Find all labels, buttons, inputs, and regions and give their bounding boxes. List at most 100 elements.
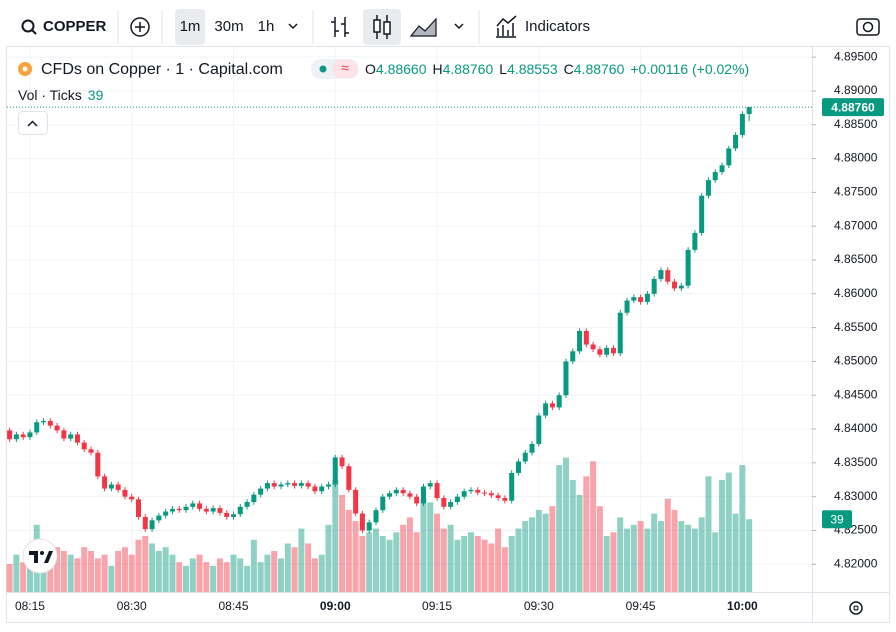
candle-body — [529, 443, 535, 453]
candles-selected-bg — [363, 9, 401, 45]
volume-bar — [481, 539, 488, 592]
volume-bar — [149, 543, 156, 592]
indicators-icon[interactable] — [496, 15, 517, 38]
volume-bar — [413, 532, 420, 592]
volume-bar — [6, 564, 13, 592]
volume-bar — [637, 521, 644, 592]
candle-body — [271, 483, 277, 487]
candle-body — [258, 488, 264, 495]
settings — [849, 601, 863, 615]
settings-button[interactable] — [849, 601, 863, 615]
volume-bar — [244, 565, 251, 592]
candle-body — [353, 489, 359, 514]
candle-body — [685, 249, 691, 286]
volume-bar — [617, 517, 624, 592]
volume-bar — [155, 550, 162, 592]
volume-bar — [495, 528, 502, 592]
ohlc-key: C — [564, 61, 574, 77]
candle-body — [739, 113, 745, 135]
toolbar: COPPER 1m 30m 1h Indicators — [21, 9, 880, 45]
candle-body — [563, 361, 569, 396]
volume-bar — [366, 532, 373, 592]
volume-bar — [121, 547, 128, 592]
candle-body — [305, 483, 311, 487]
candle-body — [27, 432, 33, 438]
symbol[interactable]: COPPER — [43, 18, 107, 35]
volume-bar — [332, 480, 339, 592]
volume-bar — [535, 509, 542, 592]
ohlc-key: O — [365, 61, 376, 77]
candle-body — [475, 489, 481, 493]
volume-bar — [230, 554, 237, 592]
volume-bar — [94, 558, 101, 592]
volume-bar — [20, 562, 27, 592]
candle-body — [298, 483, 304, 486]
candle-body — [651, 278, 657, 294]
volume-bar — [488, 543, 495, 592]
volume-bar — [685, 524, 692, 592]
candle-body — [244, 502, 250, 507]
ohlc-value: 4.88760 — [574, 61, 625, 77]
volume-bar — [427, 502, 434, 592]
chart-type-dropdown[interactable] — [454, 23, 464, 30]
volume-bar — [522, 521, 529, 592]
volume-bar — [318, 554, 325, 592]
search-icon[interactable] — [21, 19, 35, 33]
indicators-button[interactable]: Indicators — [525, 18, 590, 35]
interval-selected-bg — [175, 9, 205, 45]
last-price-tag — [822, 98, 884, 117]
volume-bar — [271, 550, 278, 592]
candle-body — [163, 511, 169, 516]
compare-button[interactable] — [130, 17, 150, 37]
x-tick-label: 09:30 — [524, 599, 554, 613]
volume-bar — [603, 536, 610, 592]
interval-button[interactable]: 1h — [258, 18, 275, 35]
snapshot-button[interactable] — [856, 18, 880, 36]
volume-bar — [657, 521, 664, 592]
volume-bar — [203, 562, 210, 592]
y-tick-label: 4.82000 — [834, 556, 878, 570]
symbol-logo-dot — [22, 66, 28, 72]
volume-bar — [461, 536, 468, 592]
candle-body — [488, 493, 494, 496]
y-tick-label: 4.86500 — [834, 252, 878, 266]
y-tick-label: 4.86000 — [834, 286, 878, 300]
grid — [7, 47, 816, 592]
candle-body — [7, 430, 13, 440]
volume-bar — [54, 547, 61, 592]
candle-body — [34, 422, 40, 433]
candle-body — [427, 483, 433, 487]
volume-bar — [529, 517, 536, 592]
volume-bar — [400, 524, 407, 592]
tv-logo — [22, 538, 58, 574]
candle-body — [149, 520, 155, 530]
candle-body — [536, 415, 542, 444]
candle-body — [414, 496, 420, 504]
volume-bar — [556, 465, 563, 592]
bars-icon[interactable] — [331, 17, 349, 37]
area-icon[interactable] — [409, 17, 437, 37]
candle-body — [319, 486, 325, 492]
interval-button[interactable]: 1m — [180, 18, 201, 35]
candle-body — [746, 107, 752, 114]
volume-bar — [644, 528, 651, 592]
volume-bar — [291, 547, 298, 592]
candle-body — [692, 232, 698, 250]
candle-body — [292, 483, 298, 486]
x-tick-label: 08:30 — [117, 599, 147, 613]
candle-body — [590, 344, 596, 350]
candle-body — [47, 420, 53, 426]
candle-body — [129, 496, 135, 500]
volume-bar — [278, 558, 284, 592]
candle-body — [705, 180, 711, 196]
volume-bar — [196, 554, 203, 592]
candle-body — [407, 493, 413, 497]
volume-bar — [386, 539, 393, 592]
candle-body — [54, 425, 60, 431]
interval-dropdown[interactable] — [288, 23, 298, 30]
candle-body — [448, 502, 454, 507]
interval-button[interactable]: 30m — [214, 18, 243, 35]
candle-body — [183, 506, 189, 511]
volume-bar — [128, 554, 135, 592]
volume-bar — [352, 521, 359, 592]
